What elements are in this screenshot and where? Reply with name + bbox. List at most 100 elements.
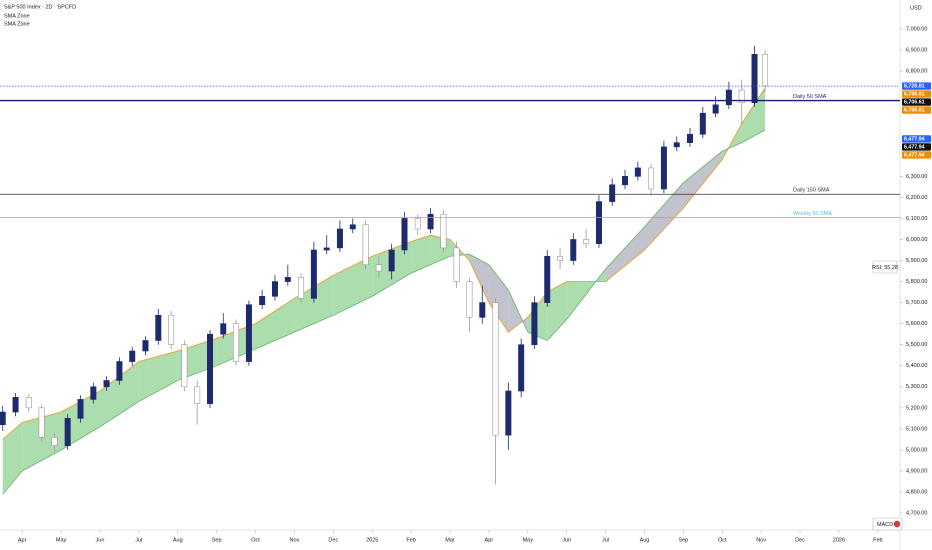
candle-body	[738, 89, 745, 103]
level-label: Daily 50 SMA	[793, 94, 827, 100]
candle-body	[712, 104, 719, 114]
candle-body	[323, 247, 330, 251]
price-badge-label: 6,706.61	[904, 92, 925, 98]
price-badge-label: 6,477.94	[904, 137, 925, 143]
candle-body	[660, 146, 667, 190]
x-tick-label: 2026	[833, 537, 845, 543]
candle-body	[440, 213, 447, 249]
x-tick-label: Nov	[290, 537, 300, 543]
price-badge	[902, 98, 931, 106]
candle-body	[751, 53, 758, 103]
zone-fill	[177, 338, 217, 381]
x-tick-label: Feb	[406, 537, 415, 543]
x-tick-label: Nov	[756, 537, 766, 543]
x-tick-label: Sep	[212, 537, 222, 543]
zone-fill	[294, 275, 334, 333]
x-tick-label: Dec	[328, 537, 338, 543]
zone-fill	[411, 235, 431, 274]
candle-body	[51, 436, 58, 447]
candle-body	[298, 277, 305, 299]
zone-fill	[683, 151, 723, 208]
price-badge-label: 6,706.61	[904, 100, 925, 106]
candle-body	[220, 323, 227, 335]
y-tick-label: 6,800.00	[906, 69, 927, 75]
y-tick-label: 4,900.00	[906, 468, 927, 474]
x-tick-label: Aug	[173, 537, 183, 543]
y-tick-label: 6,300.00	[906, 174, 927, 180]
y-tick-label: 5,900.00	[906, 258, 927, 264]
zone-fill	[741, 87, 766, 143]
price-badge-label: 6,477.94	[904, 153, 925, 159]
y-tick-label: 5,400.00	[906, 363, 927, 369]
plot-area	[0, 45, 769, 495]
y-tick-label: 6,000.00	[906, 237, 927, 243]
x-tick-label: Jun	[562, 537, 571, 543]
candle-body	[453, 247, 460, 282]
x-tick-label: Apr	[485, 537, 494, 543]
zone-line	[2, 129, 766, 495]
y-tick-label: 6,900.00	[906, 48, 927, 54]
candle-body	[64, 418, 71, 447]
zone-fill	[605, 226, 645, 282]
candle-body	[25, 397, 32, 409]
candle-body	[505, 390, 512, 436]
x-tick-label: Oct	[251, 537, 260, 543]
y-tick-label: 7,000.00	[906, 26, 927, 32]
y-tick-label: 5,100.00	[906, 426, 927, 432]
x-tick-label: Apr	[18, 537, 27, 543]
rsi-box	[872, 260, 898, 274]
candle-body	[595, 201, 602, 244]
currency-label: USD	[910, 5, 922, 11]
zone-fill	[138, 351, 178, 402]
candle-body	[349, 224, 356, 230]
candle-body	[609, 184, 616, 202]
y-tick-label: 6,200.00	[906, 195, 927, 201]
candle-body	[181, 344, 188, 388]
candle-body	[271, 281, 278, 297]
candle-body	[245, 304, 252, 362]
candle-body	[129, 350, 136, 362]
candle-body	[622, 176, 629, 186]
x-tick-label: 2025	[366, 537, 378, 543]
zone-fill	[255, 298, 295, 349]
candle-body	[259, 296, 266, 306]
macd-indicator	[893, 520, 901, 528]
candle-body	[492, 302, 499, 436]
candle-body	[479, 302, 486, 318]
zone-fill	[333, 256, 373, 316]
candle-body	[310, 249, 317, 299]
y-tick-label: 6,100.00	[906, 216, 927, 222]
candle-body	[336, 228, 343, 249]
level-label: Daily 150 SMA	[793, 188, 830, 194]
x-tick-label: Aug	[640, 537, 650, 543]
chart-title: S&P 500 Index · 2D · SPCFD	[4, 4, 76, 10]
legend-entry: SMA Zone	[4, 21, 30, 27]
x-tick-label: Feb	[873, 537, 882, 543]
candle-body	[725, 89, 732, 106]
x-tick-label: Jun	[96, 537, 105, 543]
candle-body	[762, 53, 769, 87]
candle-body	[194, 386, 201, 404]
x-tick-label: Sep	[678, 537, 688, 543]
candle-body	[570, 239, 577, 261]
y-tick-label: 5,800.00	[906, 279, 927, 285]
candle-body	[362, 224, 369, 266]
x-tick-label: Jul	[602, 537, 609, 543]
candle-body	[544, 256, 551, 303]
candle-body	[142, 340, 149, 352]
candle-body	[77, 399, 84, 419]
y-tick-label: 5,200.00	[906, 405, 927, 411]
zone-fill	[547, 281, 567, 341]
x-tick-label: May	[56, 537, 67, 543]
candle-body	[531, 302, 538, 346]
x-tick-label: Mar	[445, 537, 455, 543]
price-badge	[902, 106, 931, 114]
candle-body	[557, 256, 564, 261]
candle-body	[634, 167, 641, 177]
candle-body	[401, 218, 408, 251]
price-badge-label: 6,728.81	[904, 84, 925, 90]
candle-body	[90, 386, 97, 400]
price-badge	[902, 143, 931, 151]
y-tick-label: 4,800.00	[906, 489, 927, 495]
